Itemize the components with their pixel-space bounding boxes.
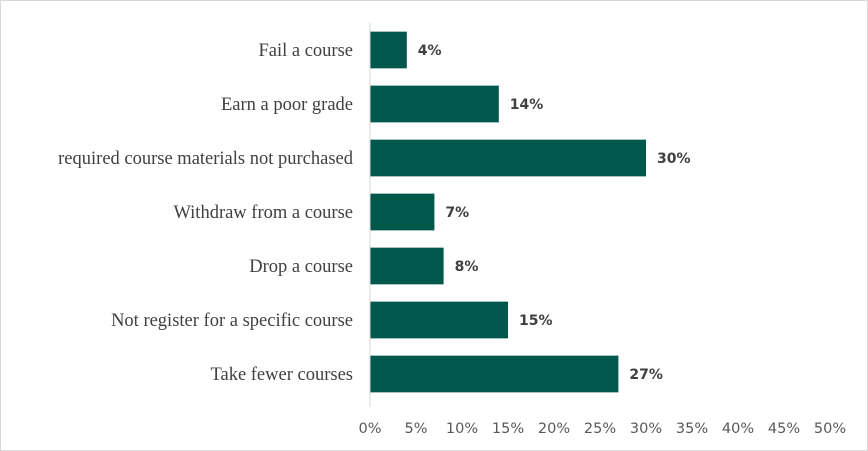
- bar-3: [370, 193, 435, 231]
- bar-5: [370, 301, 508, 339]
- data-label: 8%: [455, 259, 479, 275]
- data-label: 4%: [418, 43, 442, 59]
- x-tick-label: 5%: [404, 421, 427, 437]
- x-tick-label: 50%: [814, 421, 846, 437]
- x-tick-label: 15%: [492, 421, 524, 437]
- x-tick-label: 35%: [676, 421, 708, 437]
- data-label: 30%: [657, 151, 691, 167]
- x-tick-label: 10%: [446, 421, 478, 437]
- bar-1: [370, 85, 499, 123]
- category-label: Drop a course: [249, 257, 353, 277]
- bar-0: [370, 31, 407, 69]
- labels-layer: Fail a course 4% Earn a poor grade 14% requi…: [58, 41, 846, 437]
- category-label: Earn a poor grade: [221, 95, 353, 115]
- x-tick-label: 45%: [768, 421, 800, 437]
- bar-4: [370, 247, 444, 285]
- bar-6: [370, 355, 619, 393]
- category-label: Take fewer courses: [210, 365, 353, 385]
- x-tick-label: 25%: [584, 421, 616, 437]
- category-label: Not register for a specific course: [111, 311, 353, 331]
- data-label: 27%: [629, 367, 663, 383]
- bar-2: [370, 139, 646, 177]
- bars-layer: [370, 31, 646, 393]
- x-tick-label: 30%: [630, 421, 662, 437]
- data-label: 15%: [519, 313, 553, 329]
- category-label: required course materials not purchased: [58, 149, 354, 169]
- x-tick-label: 20%: [538, 421, 570, 437]
- data-label: 7%: [445, 205, 469, 221]
- category-label: Fail a course: [258, 41, 353, 61]
- category-label: Withdraw from a course: [173, 203, 353, 223]
- x-tick-label: 0%: [358, 421, 381, 437]
- data-label: 14%: [510, 97, 544, 113]
- x-tick-label: 40%: [722, 421, 754, 437]
